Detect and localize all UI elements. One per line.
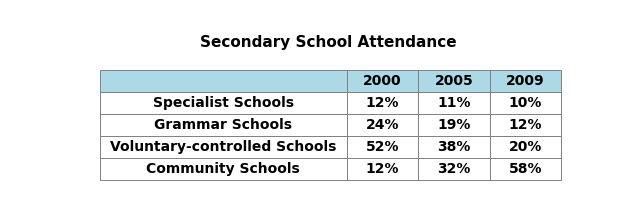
Bar <box>100 114 347 136</box>
Bar <box>490 136 561 158</box>
Text: 58%: 58% <box>509 163 542 176</box>
Bar <box>347 92 418 114</box>
Text: 38%: 38% <box>437 140 470 154</box>
Bar <box>100 92 347 114</box>
Bar <box>418 114 490 136</box>
Bar <box>490 158 561 180</box>
Text: 19%: 19% <box>437 118 470 133</box>
Bar <box>490 114 561 136</box>
Text: 10%: 10% <box>509 96 542 110</box>
Text: 2005: 2005 <box>435 75 473 88</box>
Text: 11%: 11% <box>437 96 470 110</box>
Bar <box>347 114 418 136</box>
Bar <box>100 136 347 158</box>
Text: 12%: 12% <box>365 163 399 176</box>
Text: 20%: 20% <box>509 140 542 154</box>
Text: Grammar Schools: Grammar Schools <box>154 118 292 133</box>
Bar <box>347 71 418 92</box>
Bar <box>347 158 418 180</box>
Text: Community Schools: Community Schools <box>147 163 300 176</box>
Text: 32%: 32% <box>437 163 470 176</box>
Bar <box>347 136 418 158</box>
Bar <box>490 92 561 114</box>
Bar <box>100 71 347 92</box>
Bar <box>490 71 561 92</box>
Bar <box>418 136 490 158</box>
Bar <box>418 158 490 180</box>
Text: Specialist Schools: Specialist Schools <box>153 96 294 110</box>
Text: 2000: 2000 <box>363 75 402 88</box>
Text: Voluntary-controlled Schools: Voluntary-controlled Schools <box>110 140 337 154</box>
Text: 24%: 24% <box>365 118 399 133</box>
Text: 2009: 2009 <box>506 75 545 88</box>
Bar <box>418 92 490 114</box>
Text: 12%: 12% <box>365 96 399 110</box>
Text: Secondary School Attendance: Secondary School Attendance <box>200 35 456 50</box>
Bar <box>100 158 347 180</box>
Text: 52%: 52% <box>365 140 399 154</box>
Text: 12%: 12% <box>509 118 542 133</box>
Bar <box>418 71 490 92</box>
